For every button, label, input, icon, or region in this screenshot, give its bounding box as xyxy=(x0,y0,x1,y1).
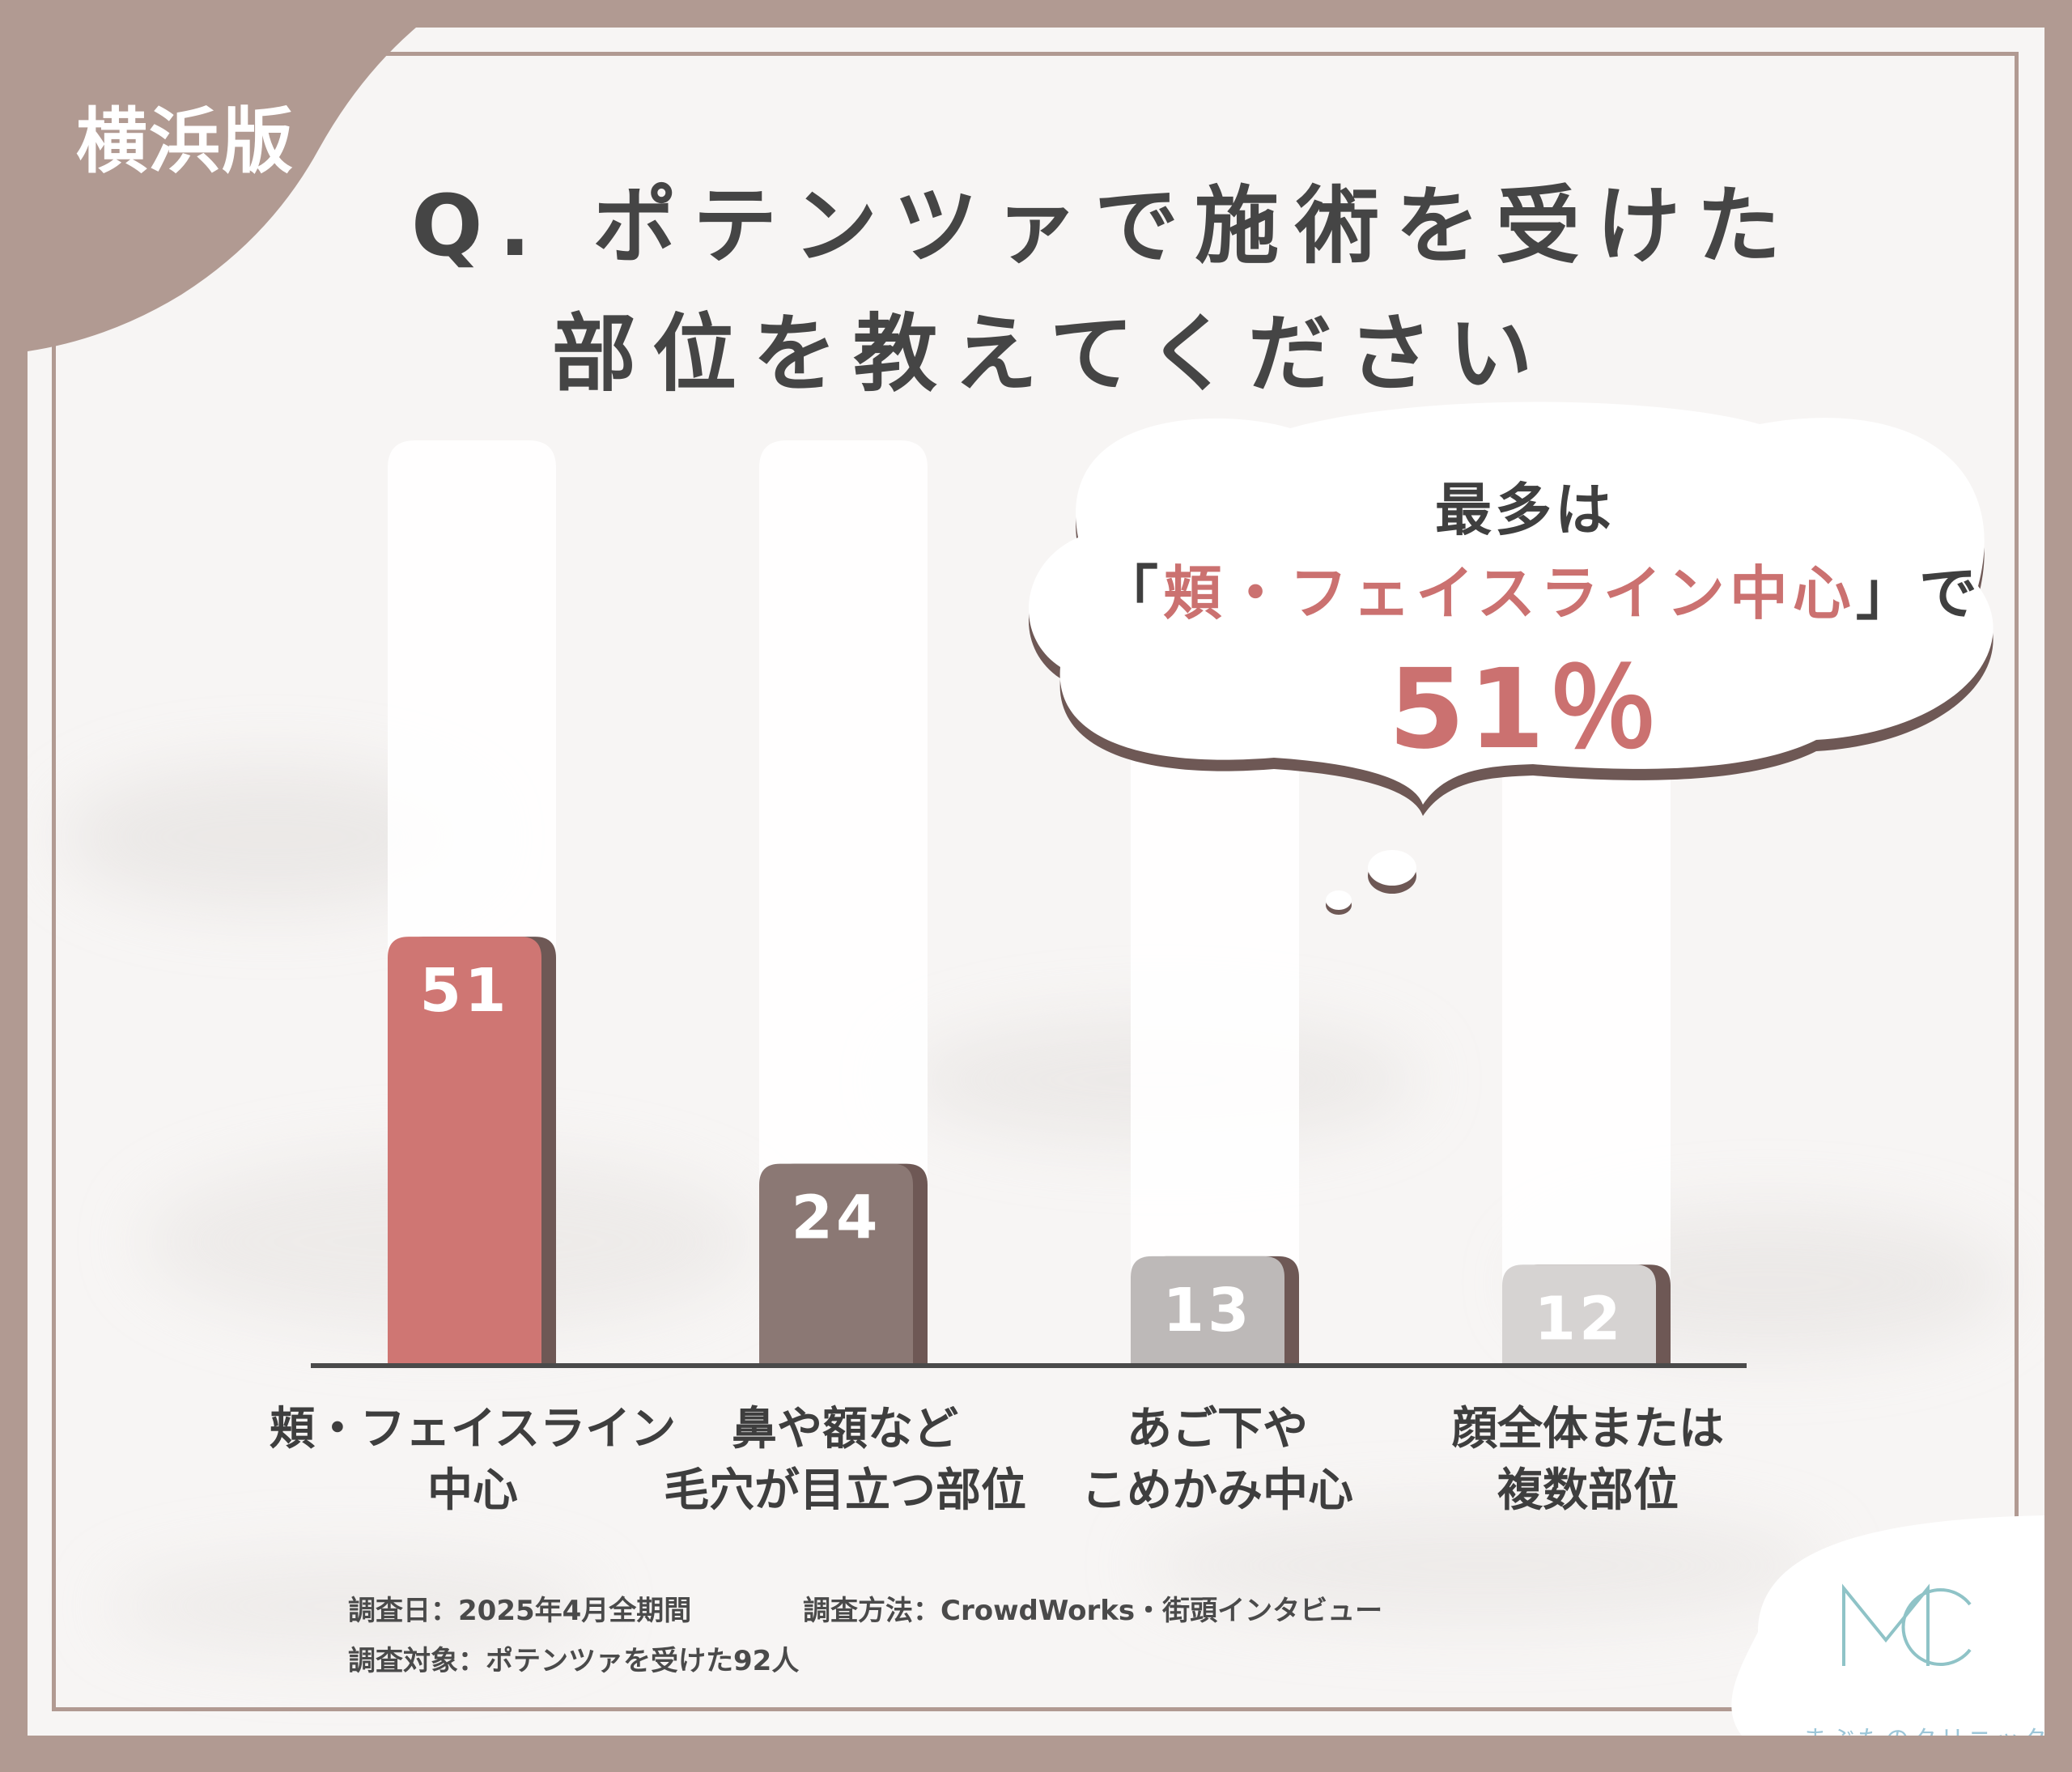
x-tick-label-1-line-2: 中心 xyxy=(427,1464,518,1517)
x-tick-label-3-line-2: こめかみ中心 xyxy=(1081,1464,1353,1517)
bar-chart: 51 24 13 12 xyxy=(311,402,1993,1368)
x-tick-label-4-line-1: 顔全体または xyxy=(1452,1403,1724,1455)
logo-name: まぶたのクリニック xyxy=(1789,1719,2044,1736)
callout-bracket-close: 」 xyxy=(1855,559,1919,627)
logo-mark: MC xyxy=(1842,1583,1972,1666)
x-tick-label-4: 顔全体または 複数部位 xyxy=(1378,1399,1798,1522)
x-tick-label-2-line-1: 鼻や額など xyxy=(732,1403,958,1455)
bar-2 xyxy=(759,1163,913,1366)
title-line-2: 部位を教えてください xyxy=(552,304,1549,403)
title-line-1: Q. ポテンツァで施術を受けた xyxy=(411,176,1798,275)
callout-bracket-open: 「 xyxy=(1100,559,1164,627)
footnote-target: 調査対象：ポテンツァを受けた92人 xyxy=(348,1645,800,1677)
x-tick-label-2: 鼻や額など 毛穴が目立つ部位 xyxy=(635,1399,1055,1522)
x-tick-label-2-line-2: 毛穴が目立つ部位 xyxy=(664,1464,1026,1517)
callout-highlight: 頬・フェイスライン中心 xyxy=(1163,559,1856,627)
region-label: 横浜版 xyxy=(76,100,295,183)
logo-background xyxy=(1731,1515,2044,1736)
x-tick-label-4-line-2: 複数部位 xyxy=(1497,1464,1679,1517)
bar-track-2 xyxy=(759,440,928,1366)
inner-frame xyxy=(52,52,2019,1711)
value-label-2: 24 xyxy=(792,1183,881,1253)
footnote-method: 調査方法：CrowdWorks・街頭インタビュー xyxy=(803,1595,1383,1627)
footnote-date: 調査日：2025年4月全期間 xyxy=(348,1595,692,1627)
bars xyxy=(388,937,1671,1366)
value-label-1: 51 xyxy=(420,956,510,1026)
value-label-3: 13 xyxy=(1163,1276,1253,1345)
card: 横浜版 Q. ポテンツァで施術を受けた 部位を教えてください 51 24 13 12 … xyxy=(28,28,2044,1736)
value-labels: 51 24 13 12 xyxy=(420,956,1624,1353)
callout-line-1: 最多は xyxy=(1435,477,1615,543)
corner-shape xyxy=(28,28,416,351)
speech-bubble xyxy=(1029,402,1993,915)
value-label-4: 12 xyxy=(1535,1284,1624,1353)
x-tick-label-3-line-1: あご下や xyxy=(1127,1403,1308,1455)
callout-line-2: 「頬・フェイスライン中心」で xyxy=(1055,546,2027,631)
callout-big-value: 51％ xyxy=(1388,646,1662,774)
bar-1 xyxy=(388,937,541,1366)
callout-suffix: で xyxy=(1918,559,1982,627)
bar-3 xyxy=(1131,1256,1284,1366)
bar-4 xyxy=(1502,1264,1656,1366)
x-tick-label-3: あご下や こめかみ中心 xyxy=(1007,1399,1428,1522)
x-tick-label-1: 頬・フェイスライン 中心 xyxy=(262,1399,683,1522)
x-tick-label-1-line-1: 頬・フェイスライン xyxy=(269,1403,677,1455)
